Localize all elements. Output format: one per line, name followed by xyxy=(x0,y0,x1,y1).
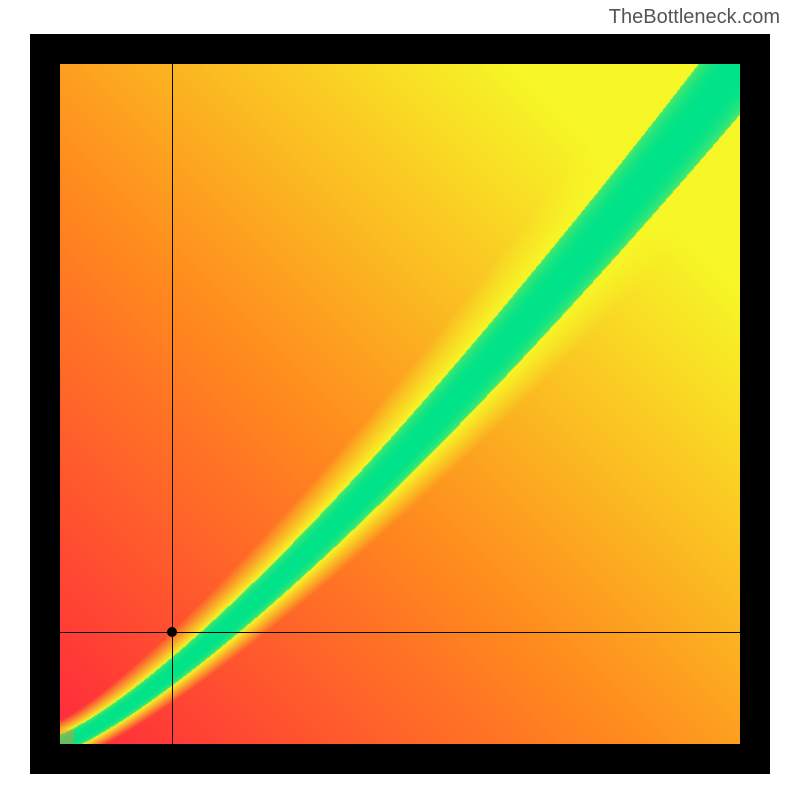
chart-container: TheBottleneck.com xyxy=(0,0,800,800)
plot-outer-border xyxy=(30,34,770,774)
heatmap-canvas xyxy=(60,64,740,744)
attribution-label: TheBottleneck.com xyxy=(609,6,780,29)
heatmap-area xyxy=(60,64,740,744)
crosshair-vertical xyxy=(172,64,173,744)
crosshair-horizontal xyxy=(60,632,740,633)
crosshair-marker xyxy=(167,627,177,637)
